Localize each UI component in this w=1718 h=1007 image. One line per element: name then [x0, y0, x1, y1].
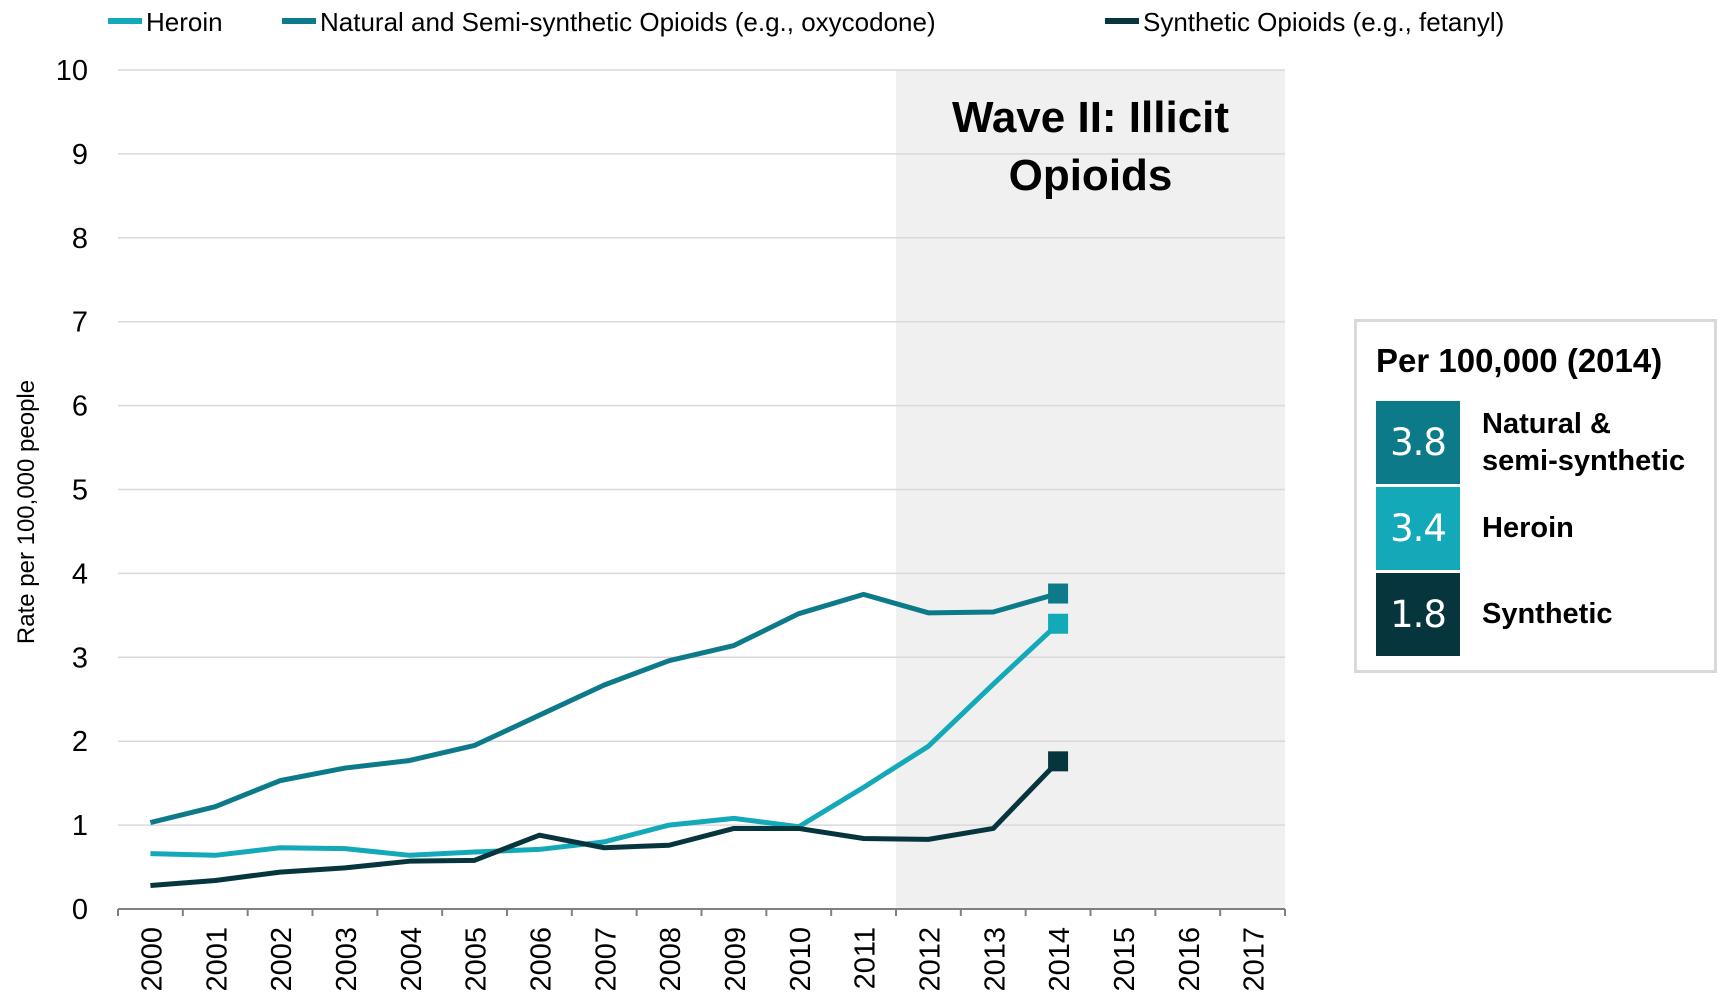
- synthetic-label: Synthetic: [1482, 598, 1613, 631]
- x-tick-label-2017: 2017: [1239, 927, 1271, 992]
- series-line-1: [149, 591, 1059, 826]
- y-tick-label-10: 10: [56, 55, 88, 87]
- panel-row-heroin: 3.4 Heroin: [1376, 487, 1706, 570]
- x-tick-label-2014: 2014: [1044, 927, 1076, 992]
- synthetic-value-box: 1.8: [1376, 573, 1460, 656]
- x-tick-label-2000: 2000: [136, 927, 168, 992]
- series-end-marker-0: [1048, 613, 1069, 634]
- per-100k-panel: Per 100,000 (2014) 3.8 Natural & semi-sy…: [1354, 319, 1717, 673]
- y-tick-label-1: 1: [72, 810, 88, 842]
- series-end-marker-2: [1048, 751, 1069, 772]
- y-tick-label-9: 9: [72, 139, 88, 171]
- legend: Heroin Natural and Semi-synthetic Opioids…: [108, 7, 1504, 37]
- y-tick-label-0: 0: [72, 894, 88, 926]
- legend-label-2: Synthetic Opioids (e.g., fetanyl): [1143, 7, 1504, 37]
- series-end-marker-1: [1048, 583, 1069, 604]
- y-tick-label-2: 2: [72, 726, 88, 758]
- x-tick-label-2015: 2015: [1109, 927, 1141, 992]
- legend-label-0: Heroin: [146, 7, 223, 37]
- y-tick-label-6: 6: [72, 391, 88, 423]
- x-tick-label-2010: 2010: [785, 927, 817, 992]
- y-axis-label: Rate per 100,000 people: [13, 380, 40, 644]
- x-tick-label-2006: 2006: [525, 927, 557, 992]
- wave-ii-label-line1: Wave II: Illicit: [952, 93, 1229, 142]
- natural-value-box: 3.8: [1376, 401, 1460, 484]
- x-tick-label-2009: 2009: [720, 927, 752, 992]
- x-tick-label-2005: 2005: [461, 927, 493, 992]
- x-tick-label-2002: 2002: [266, 927, 298, 992]
- series-line-2: [150, 759, 1060, 889]
- panel-title: Per 100,000 (2014): [1376, 342, 1663, 379]
- legend-label-1: Natural and Semi-synthetic Opioids (e.g.…: [320, 7, 936, 37]
- panel-row-natural: 3.8 Natural & semi-synthetic: [1376, 401, 1706, 484]
- y-tick-label-5: 5: [72, 475, 88, 507]
- y-tick-label-3: 3: [72, 642, 88, 674]
- panel-row-synthetic: 1.8 Synthetic: [1376, 573, 1706, 656]
- heroin-label: Heroin: [1482, 512, 1574, 545]
- x-tick-label-2011: 2011: [850, 927, 882, 989]
- y-tick-label-8: 8: [72, 223, 88, 255]
- x-tick-label-2013: 2013: [979, 927, 1011, 992]
- y-tick-label-7: 7: [72, 307, 88, 339]
- x-tick-label-2004: 2004: [396, 927, 428, 992]
- x-tick-label-2016: 2016: [1174, 927, 1206, 992]
- x-tick-label-2001: 2001: [201, 927, 233, 992]
- y-tick-label-4: 4: [72, 558, 88, 590]
- x-tick-label-2008: 2008: [655, 927, 687, 992]
- natural-label-line2: semi-synthetic: [1482, 444, 1686, 477]
- x-tick-label-2003: 2003: [331, 927, 363, 992]
- natural-label-line1: Natural &: [1482, 408, 1611, 441]
- heroin-value-box: 3.4: [1376, 487, 1460, 570]
- natural-label: Natural & semi-synthetic: [1482, 401, 1712, 484]
- x-tick-label-2012: 2012: [914, 927, 946, 992]
- series-line-0: [150, 621, 1060, 858]
- wave-ii-label-line2: Opioids: [1009, 151, 1173, 200]
- x-tick-label-2007: 2007: [590, 927, 622, 992]
